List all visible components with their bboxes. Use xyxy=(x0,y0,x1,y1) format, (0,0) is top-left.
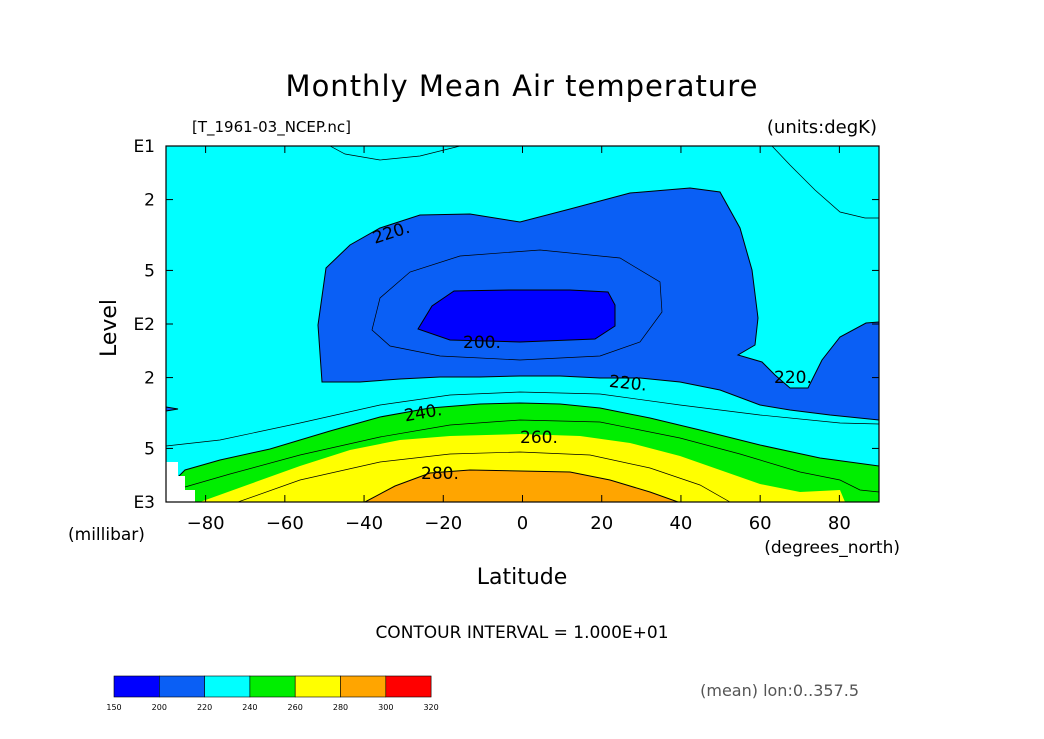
y-tick-label: E3 xyxy=(133,493,155,513)
y-tick-labels: E1 2 5 E2 2 5 E3 xyxy=(133,137,155,513)
x-units-label: (degrees_north) xyxy=(764,538,900,558)
colorbar-label: 280 xyxy=(333,703,348,712)
colorbar-label: 200 xyxy=(152,703,167,712)
contour-labels: 220. 200. 220. 220. 240. 260. 280. xyxy=(370,218,812,484)
contour-label: 220. xyxy=(774,368,812,388)
x-tick-label: 80 xyxy=(828,513,851,534)
y-tick-label: 5 xyxy=(144,261,155,281)
axis-ticks xyxy=(166,145,879,503)
contour-line-210 xyxy=(371,249,663,361)
colorbar-label: 300 xyxy=(378,703,393,712)
colorbar-label: 150 xyxy=(106,703,121,712)
chart-title: Monthly Mean Air temperature xyxy=(286,69,759,103)
missing-data xyxy=(166,462,195,502)
x-tick-label: 0 xyxy=(517,513,528,534)
colorbar-label: 320 xyxy=(423,703,438,712)
colorbar-swatch xyxy=(249,675,296,698)
x-tick-label: −20 xyxy=(424,513,462,534)
colorbar-swatch xyxy=(340,675,387,698)
x-axis-label: Latitude xyxy=(477,565,568,590)
x-tick-label: 20 xyxy=(590,513,613,534)
y-units-label: (millibar) xyxy=(68,525,145,545)
contour-fills xyxy=(166,146,879,502)
units-label: (units:degK) xyxy=(767,117,877,138)
y-tick-label: E2 xyxy=(133,315,155,335)
colorbar-label: 260 xyxy=(288,703,303,712)
contour-line-top-a xyxy=(329,146,461,161)
y-axis-label: Level xyxy=(97,299,122,357)
contour-line-270 xyxy=(237,451,731,502)
contour-line-250 xyxy=(184,419,879,493)
colorbar-swatch xyxy=(113,675,160,698)
colorbar-label: 240 xyxy=(242,703,257,712)
y-tick-label: E1 xyxy=(133,137,155,157)
band-150-200 xyxy=(417,289,616,343)
contour-label: 200. xyxy=(463,333,501,353)
x-tick-label: −80 xyxy=(187,513,225,534)
colorbar-swatch xyxy=(294,675,341,698)
band-260-280 xyxy=(200,434,845,502)
file-label: [T_1961-03_NCEP.nc] xyxy=(192,118,351,137)
contour-label: 280. xyxy=(421,464,459,484)
colorbar-label: 220 xyxy=(197,703,212,712)
x-tick-label: 60 xyxy=(749,513,772,534)
band-200-220-low-left xyxy=(166,406,179,412)
y-tick-label: 2 xyxy=(144,191,155,211)
contour-line-top-b xyxy=(771,146,879,219)
colorbar-swatch xyxy=(159,675,205,698)
contour-label: 220. xyxy=(608,372,648,396)
x-tick-label: −40 xyxy=(345,513,383,534)
contour-lines xyxy=(166,146,879,502)
band-280-300 xyxy=(364,469,679,502)
x-tick-label: −60 xyxy=(266,513,304,534)
x-tick-label: 40 xyxy=(669,513,692,534)
contour-interval-label: CONTOUR INTERVAL = 1.000E+01 xyxy=(375,623,668,643)
contour-line-230 xyxy=(166,391,879,447)
y-tick-label: 2 xyxy=(144,369,155,389)
y-tick-label: 5 xyxy=(144,439,155,459)
colorbar-swatch xyxy=(204,675,251,698)
footnote: (mean) lon:0..357.5 xyxy=(700,681,859,700)
colorbar-swatch xyxy=(385,675,432,698)
colorbar: 150 200 220 240 260 280 300 320 xyxy=(106,675,439,712)
contour-label: 260. xyxy=(520,428,558,448)
x-tick-labels: −80 −60 −40 −20 0 20 40 60 80 xyxy=(187,513,851,534)
